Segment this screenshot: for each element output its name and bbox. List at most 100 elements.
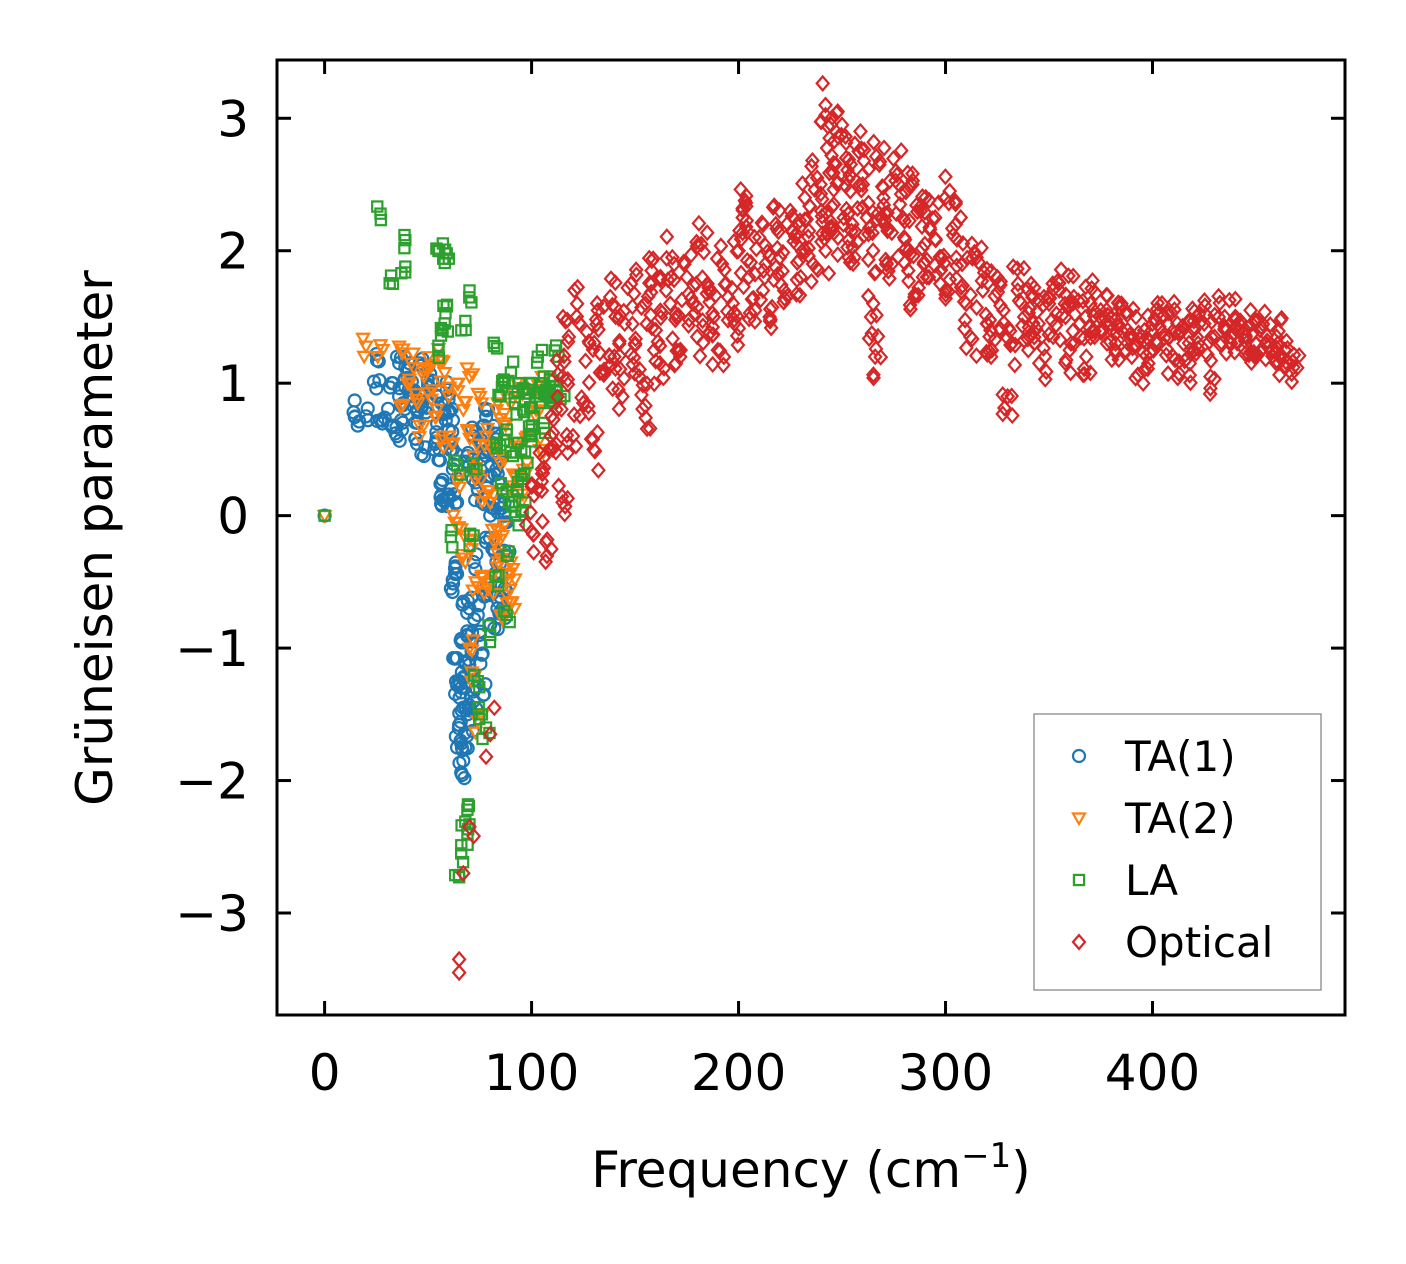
- legend-marker: [1072, 873, 1086, 887]
- data-point: [795, 174, 810, 193]
- data-point: [581, 373, 597, 392]
- data-point: [526, 543, 542, 561]
- data-point: [936, 254, 952, 272]
- data-point: [451, 964, 467, 982]
- data-point: [611, 309, 627, 327]
- data-point: [775, 243, 791, 261]
- data-point: [938, 289, 954, 308]
- legend: TA(1) TA(2) LA Optical: [1033, 713, 1322, 991]
- data-point: [423, 393, 440, 408]
- data-point: [1207, 306, 1223, 324]
- data-point: [1203, 328, 1219, 346]
- data-point: [707, 286, 723, 305]
- data-point: [355, 332, 371, 347]
- data-point: [686, 305, 702, 323]
- data-point: [514, 469, 528, 483]
- data-point: [476, 587, 492, 602]
- data-point: [893, 185, 909, 203]
- data-point: [411, 431, 428, 445]
- data-point: [645, 250, 661, 268]
- data-point: [1031, 354, 1047, 372]
- data-point: [928, 231, 944, 249]
- data-point: [921, 191, 937, 209]
- data-point: [448, 454, 461, 467]
- data-point: [1085, 271, 1100, 290]
- data-point: [869, 306, 884, 324]
- data-point: [644, 319, 660, 337]
- data-point: [1177, 352, 1193, 370]
- data-point: [463, 539, 476, 553]
- data-point: [408, 393, 425, 408]
- data-point: [468, 562, 483, 577]
- data-point: [788, 285, 804, 303]
- data-point: [725, 294, 741, 312]
- data-point: [627, 364, 643, 382]
- data-point: [1202, 379, 1218, 397]
- data-point: [880, 219, 896, 238]
- data-point: [444, 438, 461, 453]
- data-point: [539, 547, 555, 565]
- data-point: [867, 348, 883, 366]
- data-point: [958, 339, 974, 357]
- data-point: [369, 381, 384, 396]
- data-point: [813, 185, 829, 203]
- data-point: [825, 219, 840, 237]
- data-point: [457, 655, 472, 671]
- data-point: [482, 725, 498, 743]
- data-point: [524, 477, 540, 496]
- data-point: [888, 204, 904, 223]
- data-point: [463, 284, 476, 297]
- data-point: [405, 347, 422, 362]
- data-point: [992, 297, 1008, 315]
- data-point: [841, 231, 857, 249]
- data-point: [461, 838, 474, 851]
- data-point: [801, 247, 817, 265]
- data-point: [1280, 339, 1295, 358]
- data-point: [864, 224, 880, 242]
- data-point: [356, 350, 373, 365]
- data-point: [842, 182, 858, 200]
- data-point: [1279, 332, 1294, 350]
- data-point: [937, 168, 953, 186]
- data-point: [1118, 342, 1134, 360]
- data-point: [1182, 366, 1198, 384]
- data-point: [641, 274, 657, 292]
- data-point: [635, 376, 651, 394]
- data-point: [466, 827, 482, 845]
- data-point: [628, 330, 644, 348]
- data-point: [1093, 321, 1109, 339]
- data-point: [782, 202, 798, 220]
- data-point: [497, 434, 511, 447]
- data-point: [464, 625, 480, 640]
- data-point: [550, 388, 565, 406]
- data-point: [465, 296, 478, 309]
- data-point: [557, 497, 573, 515]
- data-point: [569, 307, 585, 326]
- data-point: [743, 253, 759, 271]
- data-point: [1154, 294, 1170, 312]
- data-point: [893, 141, 909, 160]
- data-point: [506, 449, 520, 463]
- data-point: [430, 416, 445, 431]
- data-point: [669, 342, 685, 360]
- data-point: [726, 233, 742, 251]
- data-point: [1163, 304, 1179, 322]
- data-point: [1088, 284, 1104, 302]
- data-point: [1191, 314, 1207, 333]
- data-point: [566, 281, 582, 299]
- data-point: [676, 255, 692, 273]
- data-point: [916, 255, 932, 273]
- data-point: [1229, 334, 1245, 352]
- data-point: [536, 459, 552, 477]
- data-point: [434, 321, 448, 335]
- legend-marker: [1071, 748, 1087, 764]
- data-point: [548, 443, 564, 461]
- data-point: [1067, 305, 1083, 323]
- data-point: [560, 370, 576, 389]
- data-point: [1075, 366, 1091, 384]
- data-point: [792, 286, 808, 304]
- data-point: [852, 122, 868, 140]
- data-point: [462, 799, 476, 813]
- data-point: [902, 245, 918, 263]
- data-point: [646, 375, 662, 393]
